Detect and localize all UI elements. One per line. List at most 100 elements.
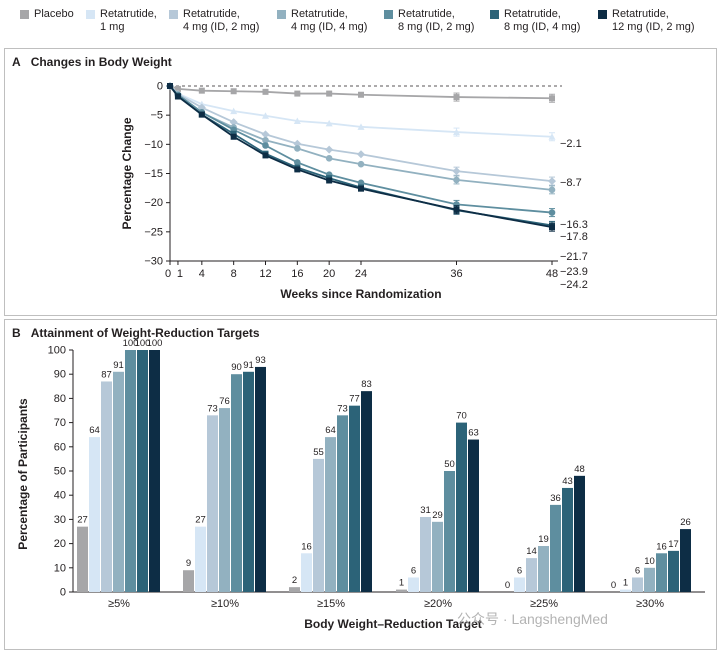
- series-line: [167, 83, 555, 232]
- bar-value-label: 90: [231, 362, 242, 373]
- data-point: [230, 133, 237, 140]
- bar-value-label: 93: [255, 355, 266, 366]
- bar-value-label: 9: [186, 558, 191, 569]
- bar: [231, 374, 242, 592]
- panel-b-weight-targets: B Attainment of Weight-Reduction Targets…: [4, 319, 717, 650]
- data-point: [294, 145, 301, 152]
- legend-label: Retatrutide, 4 mg (ID, 4 mg): [291, 8, 368, 33]
- data-point: [325, 145, 334, 154]
- y-tick-label: −5: [150, 110, 163, 122]
- y-tick-label: 80: [54, 393, 66, 405]
- bar-value-label: 83: [361, 379, 372, 390]
- y-axis-label: Percentage Change: [120, 117, 134, 229]
- bar: [219, 408, 230, 592]
- data-point: [549, 224, 555, 231]
- end-value-label: −17.8: [560, 231, 588, 243]
- legend-label: Placebo: [34, 8, 74, 20]
- data-point: [167, 83, 173, 89]
- legend-swatch: [169, 10, 178, 19]
- legend: Placebo Retatrutide, 1 mg Retatrutide, 4 m…: [0, 0, 720, 48]
- bar-value-label: 91: [113, 360, 124, 371]
- legend-swatch: [20, 10, 29, 19]
- data-point: [325, 119, 333, 127]
- bar-value-label: 73: [337, 403, 348, 414]
- data-point: [326, 177, 333, 184]
- x-axis-label: Body Weight–Reduction Target: [304, 617, 482, 631]
- bar-value-label: 14: [526, 546, 537, 557]
- bar: [656, 553, 667, 592]
- bar-value-label: 100: [147, 338, 163, 349]
- bar-value-label: 73: [207, 403, 218, 414]
- category-label: ≥20%: [424, 598, 452, 610]
- y-tick-label: 20: [54, 538, 66, 550]
- bar-value-label: 16: [301, 541, 312, 552]
- bar: [349, 405, 360, 592]
- series-line: [166, 82, 556, 195]
- x-tick-label: 36: [450, 268, 462, 280]
- bar: [550, 504, 561, 592]
- bar: [289, 587, 300, 592]
- bar-value-label: 19: [538, 534, 549, 545]
- bar-value-label: 1: [623, 578, 628, 589]
- series-path: [169, 85, 553, 138]
- bar: [456, 422, 467, 592]
- data-point: [262, 142, 269, 149]
- bar: [444, 471, 455, 592]
- bar: [420, 516, 431, 592]
- bar: [101, 381, 112, 592]
- data-point: [262, 88, 269, 95]
- end-value-label: −21.7: [560, 251, 588, 263]
- legend-item: Retatrutide, 12 mg (ID, 2 mg): [598, 8, 695, 34]
- panel-b-title: B Attainment of Weight-Reduction Targets: [12, 326, 260, 340]
- series-line: [166, 82, 556, 218]
- data-point: [548, 133, 556, 140]
- data-point: [174, 93, 181, 100]
- category-label: ≥10%: [211, 598, 239, 610]
- bar-value-label: 6: [635, 565, 640, 576]
- bar-value-label: 10: [644, 556, 655, 567]
- bar: [514, 577, 525, 592]
- data-point: [262, 152, 269, 159]
- data-point: [261, 130, 270, 139]
- data-point: [548, 186, 556, 194]
- y-tick-label: −30: [144, 256, 163, 268]
- data-point: [453, 94, 460, 101]
- y-tick-label: 10: [54, 562, 66, 574]
- x-tick-label: 8: [231, 268, 237, 280]
- x-tick-label: 4: [199, 268, 205, 280]
- legend-label: Retatrutide, 1 mg: [100, 8, 157, 33]
- category-label: ≥25%: [530, 598, 558, 610]
- panel-a-title: A Changes in Body Weight: [12, 55, 172, 69]
- data-point: [293, 117, 301, 124]
- bar: [526, 558, 537, 592]
- line-chart: 0−5−10−15−20−25−300 1 4 8 12 16 20 24 36 48Weeks …: [120, 81, 588, 302]
- bar-value-label: 26: [680, 517, 691, 528]
- series-path: [169, 85, 553, 214]
- end-value-label: −2.1: [560, 138, 582, 150]
- bar: [620, 589, 631, 592]
- legend-item: Retatrutide, 4 mg (ID, 2 mg): [169, 8, 259, 34]
- data-point: [548, 209, 556, 216]
- legend-swatch: [598, 10, 607, 19]
- data-point: [198, 111, 205, 118]
- bar-value-label: 43: [562, 476, 573, 487]
- bar: [361, 391, 372, 592]
- data-point: [357, 179, 365, 187]
- bar-value-label: 2: [292, 575, 297, 586]
- bar-value-label: 48: [574, 464, 585, 475]
- y-tick-label: −20: [144, 197, 163, 209]
- data-point: [262, 112, 269, 119]
- bar-value-label: 27: [77, 515, 88, 526]
- bar-value-label: 77: [349, 394, 360, 405]
- bar-value-label: 70: [456, 411, 467, 422]
- legend-swatch: [86, 10, 95, 19]
- data-point: [357, 150, 365, 159]
- y-tick-label: 50: [54, 466, 66, 478]
- data-point: [230, 88, 237, 95]
- bar: [113, 371, 124, 592]
